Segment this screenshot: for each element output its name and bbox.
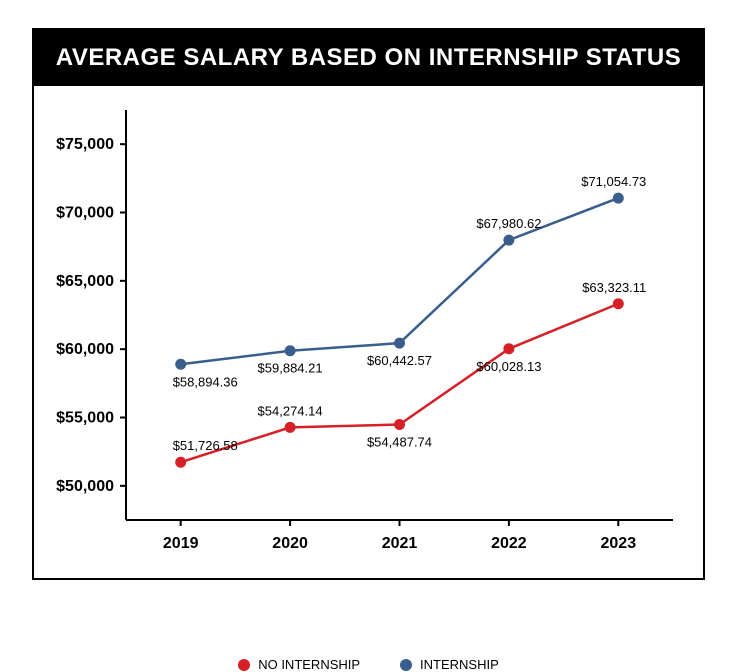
chart-title: AVERAGE SALARY BASED ON INTERNSHIP STATU… bbox=[56, 44, 681, 71]
svg-text:2021: 2021 bbox=[382, 535, 418, 552]
svg-text:$60,000: $60,000 bbox=[56, 341, 114, 358]
svg-text:2023: 2023 bbox=[601, 535, 637, 552]
legend-item-no-internship: NO INTERNSHIP bbox=[238, 657, 360, 672]
svg-text:$70,000: $70,000 bbox=[56, 205, 114, 222]
chart-container: AVERAGE SALARY BASED ON INTERNSHIP STATU… bbox=[32, 28, 705, 580]
svg-text:$71,054.73: $71,054.73 bbox=[581, 174, 646, 189]
svg-text:$60,028.13: $60,028.13 bbox=[476, 359, 541, 374]
chart-title-bar: AVERAGE SALARY BASED ON INTERNSHIP STATU… bbox=[34, 30, 703, 86]
svg-text:$50,000: $50,000 bbox=[56, 478, 114, 495]
legend-item-internship: INTERNSHIP bbox=[400, 657, 499, 672]
svg-text:2020: 2020 bbox=[272, 535, 308, 552]
line-chart-svg: $50,000 $55,000 $60,000 $65,000 $70,000 $75,0… bbox=[34, 86, 703, 582]
legend-label: NO INTERNSHIP bbox=[258, 657, 360, 672]
legend-swatch bbox=[238, 659, 250, 671]
svg-text:$55,000: $55,000 bbox=[56, 410, 114, 427]
legend-swatch bbox=[400, 659, 412, 671]
plot-area: $50,000 $55,000 $60,000 $65,000 $70,000 $75,0… bbox=[34, 86, 703, 578]
svg-text:$51,726.58: $51,726.58 bbox=[173, 438, 238, 453]
legend-label: INTERNSHIP bbox=[420, 657, 499, 672]
svg-text:$54,274.14: $54,274.14 bbox=[258, 403, 323, 418]
svg-text:$59,884.21: $59,884.21 bbox=[258, 361, 323, 376]
svg-text:2022: 2022 bbox=[491, 535, 527, 552]
svg-text:$63,323.11: $63,323.11 bbox=[582, 280, 646, 295]
svg-text:$65,000: $65,000 bbox=[56, 273, 114, 290]
svg-text:$54,487.74: $54,487.74 bbox=[367, 435, 432, 450]
svg-text:$60,442.57: $60,442.57 bbox=[367, 353, 432, 368]
svg-text:2019: 2019 bbox=[163, 535, 199, 552]
svg-text:$75,000: $75,000 bbox=[56, 136, 114, 153]
legend: NO INTERNSHIP INTERNSHIP bbox=[0, 657, 737, 672]
svg-text:$58,894.36: $58,894.36 bbox=[173, 374, 238, 389]
svg-text:$67,980.62: $67,980.62 bbox=[476, 216, 541, 231]
